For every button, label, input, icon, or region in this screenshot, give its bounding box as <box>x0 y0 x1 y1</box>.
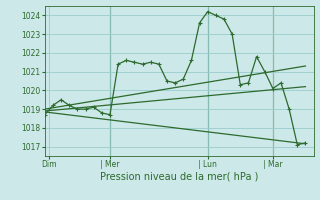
X-axis label: Pression niveau de la mer( hPa ): Pression niveau de la mer( hPa ) <box>100 172 258 182</box>
